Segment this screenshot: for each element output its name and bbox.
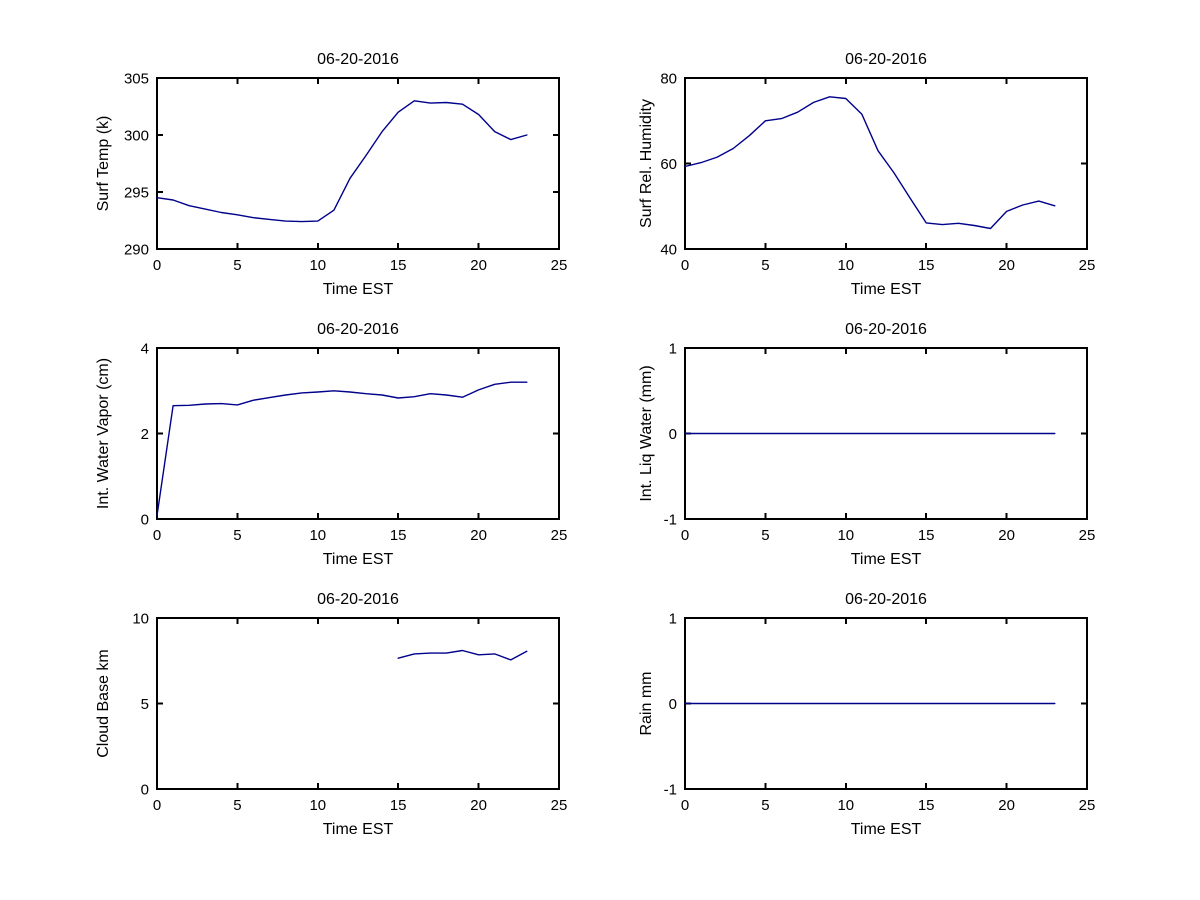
- y-tick-label: 4: [141, 340, 149, 357]
- x-tick-label: 10: [309, 797, 326, 814]
- x-axis-label: Time EST: [323, 281, 394, 298]
- y-tick-label: -1: [664, 511, 677, 528]
- x-tick-label: 15: [918, 797, 935, 814]
- y-axis-label: Int. Liq Water (mm): [638, 365, 655, 501]
- x-tick-label: 25: [1079, 797, 1096, 814]
- subplot-title: 06-20-2016: [845, 51, 927, 68]
- y-axis-label: Surf Temp (k): [95, 116, 112, 212]
- x-tick-label: 20: [998, 527, 1015, 544]
- y-tick-label: 305: [124, 70, 149, 87]
- x-tick-label: 5: [761, 797, 769, 814]
- x-tick-label: 0: [681, 257, 689, 274]
- y-tick-label: 290: [124, 241, 149, 258]
- subplot-title: 06-20-2016: [317, 321, 399, 338]
- y-tick-label: 1: [669, 610, 677, 627]
- y-tick-label: 80: [660, 70, 677, 87]
- subplot-title: 06-20-2016: [845, 321, 927, 338]
- y-tick-label: 5: [141, 696, 149, 713]
- x-axis-label: Time EST: [851, 821, 922, 838]
- x-axis-label: Time EST: [851, 281, 922, 298]
- x-tick-label: 20: [470, 527, 487, 544]
- x-tick-label: 15: [390, 527, 407, 544]
- x-tick-label: 5: [233, 797, 241, 814]
- y-tick-label: 0: [669, 426, 677, 443]
- y-tick-label: 40: [660, 241, 677, 258]
- x-tick-label: 0: [153, 527, 161, 544]
- x-tick-label: 10: [837, 527, 854, 544]
- x-tick-label: 10: [309, 527, 326, 544]
- x-tick-label: 0: [681, 527, 689, 544]
- x-tick-label: 20: [998, 797, 1015, 814]
- data-line: [397, 649, 528, 661]
- axis-box: [684, 77, 1088, 250]
- x-tick-label: 0: [153, 797, 161, 814]
- subplot-water-vapor: 0 5 10 15 20 25 0 2 4 06-20-2016 Time EST Int. Wate…: [95, 321, 567, 568]
- y-tick-label: 1: [669, 340, 677, 357]
- x-tick-label: 10: [309, 257, 326, 274]
- y-axis-label: Rain mm: [638, 671, 655, 735]
- subplot-title: 06-20-2016: [845, 591, 927, 608]
- x-tick-label: 20: [470, 797, 487, 814]
- axis-box: [156, 77, 560, 250]
- x-tick-label: 15: [918, 527, 935, 544]
- x-tick-label: 5: [233, 257, 241, 274]
- x-tick-label: 25: [1079, 257, 1096, 274]
- x-tick-label: 0: [153, 257, 161, 274]
- y-tick-label: 300: [124, 127, 149, 144]
- data-line: [684, 96, 1056, 230]
- x-tick-label: 25: [551, 797, 568, 814]
- data-line: [156, 100, 528, 223]
- x-tick-label: 15: [390, 257, 407, 274]
- x-tick-label: 5: [233, 527, 241, 544]
- x-tick-label: 10: [837, 797, 854, 814]
- axis-box: [156, 617, 560, 790]
- x-tick-label: 25: [551, 257, 568, 274]
- x-tick-label: 25: [1079, 527, 1096, 544]
- y-tick-label: 0: [669, 696, 677, 713]
- y-tick-label: 2: [141, 426, 149, 443]
- data-line: [156, 381, 528, 517]
- y-tick-label: -1: [664, 781, 677, 798]
- subplot-rel-humidity: 0 5 10 15 20 25 40 60 80 06-20-2016 Time EST Surf R…: [638, 51, 1095, 298]
- x-tick-label: 20: [998, 257, 1015, 274]
- y-tick-label: 10: [132, 610, 149, 627]
- x-tick-label: 15: [390, 797, 407, 814]
- y-tick-label: 0: [141, 511, 149, 528]
- y-tick-label: 295: [124, 184, 149, 201]
- x-tick-label: 5: [761, 527, 769, 544]
- x-tick-label: 0: [681, 797, 689, 814]
- x-axis-label: Time EST: [323, 551, 394, 568]
- x-tick-label: 10: [837, 257, 854, 274]
- x-tick-label: 20: [470, 257, 487, 274]
- y-axis-label: Surf Rel. Humidity: [638, 99, 655, 228]
- y-axis-label: Int. Water Vapor (cm): [95, 358, 112, 509]
- subplot-title: 06-20-2016: [317, 51, 399, 68]
- y-tick-label: 0: [141, 781, 149, 798]
- subplot-cloud-base: 0 5 10 15 20 25 0 5 10 06-20-2016 Time EST Cloud Ba…: [95, 591, 567, 838]
- subplot-title: 06-20-2016: [317, 591, 399, 608]
- subplot-surf-temp: 0 5 10 15 20 25 290 295 300 305 06-20-2016 Time EST…: [95, 51, 567, 298]
- x-tick-label: 15: [918, 257, 935, 274]
- axis-box: [156, 347, 560, 520]
- x-axis-label: Time EST: [851, 551, 922, 568]
- x-tick-label: 5: [761, 257, 769, 274]
- x-tick-label: 25: [551, 527, 568, 544]
- x-axis-label: Time EST: [323, 821, 394, 838]
- y-axis-label: Cloud Base km: [95, 649, 112, 758]
- y-tick-label: 60: [660, 156, 677, 173]
